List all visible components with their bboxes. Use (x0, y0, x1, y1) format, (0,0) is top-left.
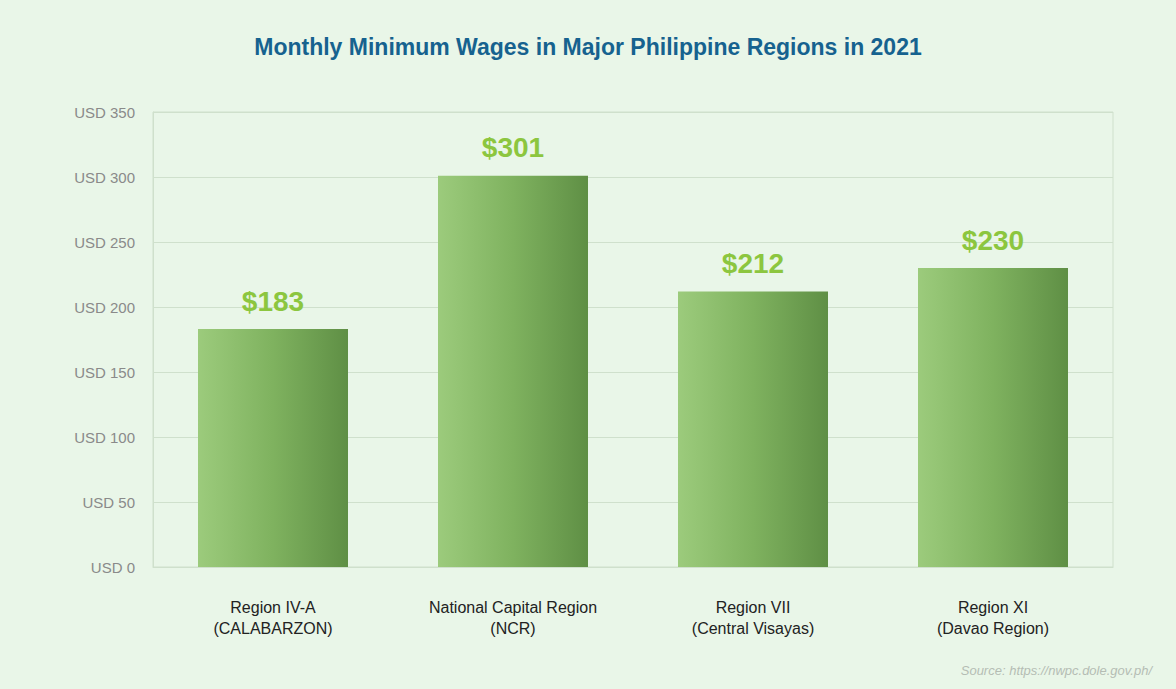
svg-text:(CALABARZON): (CALABARZON) (213, 620, 332, 637)
svg-text:$230: $230 (962, 225, 1024, 256)
svg-text:Region XI: Region XI (958, 599, 1028, 616)
svg-text:USD 150: USD 150 (74, 364, 135, 381)
svg-text:Source: https://nwpc.dole.gov.: Source: https://nwpc.dole.gov.ph/ (961, 663, 1154, 678)
svg-text:USD 300: USD 300 (74, 169, 135, 186)
svg-text:USD 350: USD 350 (74, 104, 135, 121)
svg-text:$183: $183 (242, 286, 304, 317)
svg-text:Region IV-A: Region IV-A (230, 599, 316, 616)
svg-text:Monthly Minimum Wages in Major: Monthly Minimum Wages in Major Philippin… (254, 34, 922, 60)
svg-text:Region VII: Region VII (716, 599, 791, 616)
svg-text:$301: $301 (482, 132, 544, 163)
svg-text:USD 0: USD 0 (91, 559, 135, 576)
svg-text:(Central Visayas): (Central Visayas) (692, 620, 814, 637)
svg-text:(NCR): (NCR) (490, 620, 535, 637)
svg-text:USD 50: USD 50 (82, 494, 135, 511)
svg-text:USD 200: USD 200 (74, 299, 135, 316)
svg-text:(Davao Region): (Davao Region) (937, 620, 1049, 637)
svg-text:$212: $212 (722, 248, 784, 279)
svg-text:USD 100: USD 100 (74, 429, 135, 446)
svg-text:National Capital Region: National Capital Region (429, 599, 597, 616)
svg-text:USD 250: USD 250 (74, 234, 135, 251)
